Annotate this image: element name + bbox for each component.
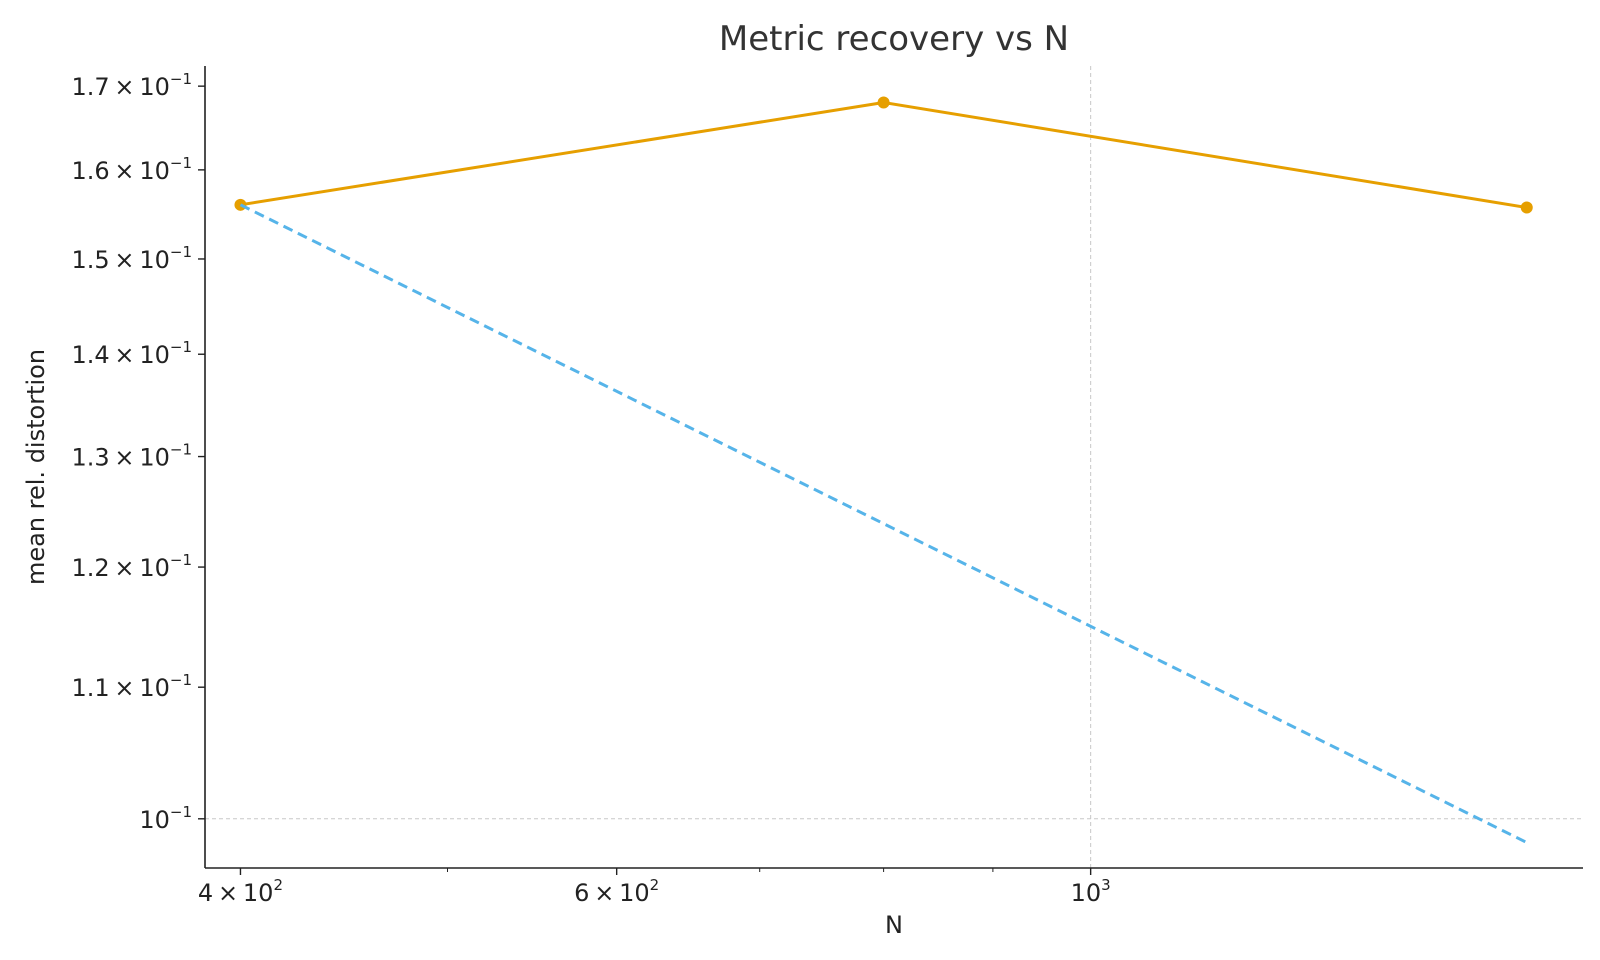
data-point [234,198,247,211]
grid [205,66,1583,868]
series-layer [234,96,1533,844]
x-tick-label: 6 × 102 [574,876,659,907]
y-axis-label: mean rel. distortion [22,349,50,585]
y-tick-label: 1.6 × 10−1 [71,154,192,185]
x-tick-label: 103 [1071,876,1111,907]
data-point [1520,201,1533,214]
y-tick-label: 1.1 × 10−1 [71,671,192,702]
x-tick-label: 4 × 102 [198,876,283,907]
x-axis-label: N [885,911,903,939]
chart-title: Metric recovery vs N [719,19,1069,59]
y-tick-label: 1.2 × 10−1 [71,551,192,582]
y-tick-label: 1.7 × 10−1 [71,70,192,101]
y-tick-label: 1.5 × 10−1 [71,243,192,274]
axes [204,66,1583,869]
y-tick-label: 1.3 × 10−1 [71,441,192,472]
series-line-1 [239,203,1528,844]
ticks: 4 × 102 6 × 102 103 1.7 × 10−1 1.6 × 10−1 1.5… [71,70,1110,907]
y-tick-label: 10−1 [139,803,192,834]
y-tick-label: 1.4 × 10−1 [71,338,192,369]
data-point [877,96,890,109]
series-line-0 [240,101,1527,209]
